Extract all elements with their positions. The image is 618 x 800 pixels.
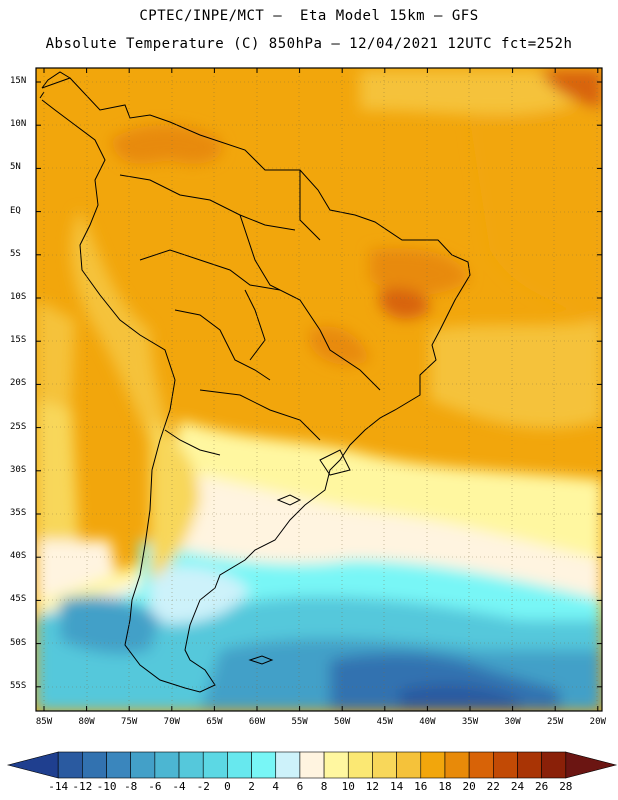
lat-label: 25S bbox=[10, 421, 27, 432]
lon-label: 25W bbox=[547, 717, 564, 727]
lon-label: 50W bbox=[334, 717, 351, 727]
colorbar-label: 6 bbox=[296, 780, 304, 793]
colorbar-swatch bbox=[323, 751, 349, 779]
colorbar-label: 22 bbox=[486, 780, 500, 793]
colorbar-swatch bbox=[227, 751, 252, 779]
lat-label: 35S bbox=[10, 508, 27, 518]
colorbar-swatch bbox=[444, 751, 470, 779]
colorbar-swatch bbox=[565, 751, 618, 779]
axis-ticks bbox=[36, 68, 602, 711]
lon-label: 85W bbox=[35, 717, 53, 727]
colorbar-swatch bbox=[372, 751, 397, 779]
title-line-2: Absolute Temperature (C) 850hPa – 12/04/… bbox=[45, 36, 573, 52]
colorbar-swatch bbox=[202, 751, 228, 779]
lon-label: 65W bbox=[206, 717, 223, 727]
colorbar-label: 16 bbox=[414, 780, 428, 793]
colorbar-swatch bbox=[396, 751, 422, 779]
colorbar-label: -10 bbox=[96, 780, 117, 793]
lat-label: 40S bbox=[10, 551, 27, 562]
colorbar-swatch bbox=[106, 751, 131, 779]
colorbar-swatch bbox=[251, 751, 277, 779]
colorbar-label: 26 bbox=[535, 780, 549, 793]
colorbar-label: 10 bbox=[341, 780, 355, 793]
lon-label: 80W bbox=[78, 717, 95, 727]
colorbar-label: 20 bbox=[462, 780, 476, 793]
colorbar-swatch bbox=[347, 751, 373, 779]
lon-label: 20W bbox=[589, 717, 606, 727]
lat-label: 45S bbox=[10, 594, 27, 605]
colorbar-label: 24 bbox=[510, 780, 525, 793]
colorbar-swatch bbox=[299, 751, 325, 779]
lat-label: 15N bbox=[10, 76, 27, 86]
colorbar-label: 28 bbox=[559, 780, 573, 793]
colorbar bbox=[6, 751, 618, 779]
lat-label: 10S bbox=[10, 292, 27, 302]
lon-label: 45W bbox=[376, 717, 393, 727]
lat-label: 30S bbox=[10, 464, 27, 475]
lat-label: 5S bbox=[10, 248, 21, 259]
lon-label: 40W bbox=[419, 717, 436, 727]
lon-label: 30W bbox=[504, 717, 521, 727]
lon-label: 75W bbox=[121, 717, 138, 727]
title-line-1: CPTEC/INPE/MCT – Eta Model 15km – GFS bbox=[139, 8, 479, 24]
temperature-field bbox=[36, 68, 602, 711]
lat-label: 5N bbox=[10, 162, 21, 173]
lon-label: 55W bbox=[291, 717, 308, 727]
colorbar-label: -2 bbox=[196, 780, 210, 793]
colorbar-label: 0 bbox=[224, 780, 231, 793]
colorbar-label: -4 bbox=[172, 780, 186, 793]
colorbar-label: 12 bbox=[365, 780, 380, 793]
colorbar-label: 4 bbox=[272, 780, 280, 793]
lon-label: 35W bbox=[461, 717, 479, 727]
colorbar-label: -12 bbox=[72, 780, 93, 793]
lon-label: 70W bbox=[163, 717, 180, 727]
map-frame bbox=[35, 67, 603, 712]
colorbar-swatch bbox=[130, 751, 156, 779]
colorbar-swatch bbox=[468, 751, 494, 779]
colorbar-swatch bbox=[6, 751, 59, 779]
colorbar-swatch bbox=[178, 751, 204, 779]
lat-label: 10N bbox=[10, 119, 27, 130]
colorbar-label: 14 bbox=[389, 780, 404, 793]
lon-label: 60W bbox=[248, 717, 266, 727]
colorbar-swatch bbox=[57, 751, 83, 779]
colorbar-swatch bbox=[82, 751, 107, 779]
lat-label: EQ bbox=[10, 205, 21, 216]
colorbar-swatch bbox=[154, 751, 180, 779]
colorbar-swatch bbox=[541, 751, 567, 779]
lat-label: 55S bbox=[10, 680, 27, 691]
colorbar-swatch bbox=[517, 751, 542, 779]
lat-label: 15S bbox=[10, 335, 27, 346]
coastline bbox=[39, 71, 471, 693]
lat-label: 20S bbox=[10, 378, 27, 389]
colorbar-label: 2 bbox=[248, 780, 255, 793]
lat-label: 50S bbox=[10, 637, 27, 648]
colorbar-label: -8 bbox=[124, 780, 138, 793]
colorbar-label: -14 bbox=[48, 780, 69, 793]
colorbar-label: 18 bbox=[438, 780, 452, 793]
colorbar-swatch bbox=[275, 751, 301, 779]
colorbar-label: 8 bbox=[320, 780, 328, 793]
colorbar-swatch bbox=[420, 751, 446, 779]
colorbar-label: -6 bbox=[148, 780, 162, 793]
colorbar-swatch bbox=[493, 751, 518, 779]
